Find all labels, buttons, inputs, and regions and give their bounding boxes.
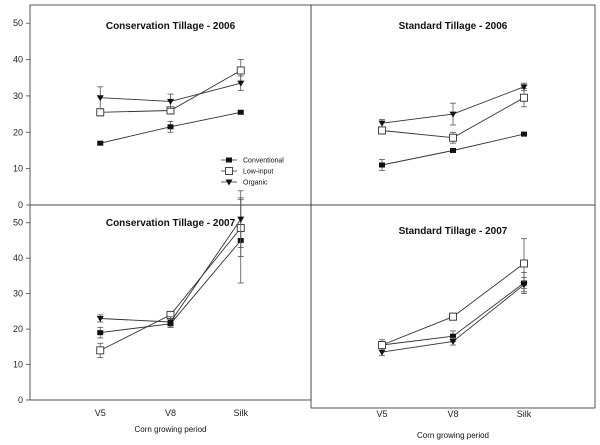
y-tick-label: 30 <box>13 91 23 101</box>
panel-1: 0 10 20 30 40 50 Conservation Tillage - 2006 Co… <box>13 4 312 210</box>
legend-label: Conventional <box>243 158 284 165</box>
y-tick-label: 50 <box>13 218 23 228</box>
x-tick-label: Silk <box>233 408 248 418</box>
marker-organic <box>225 179 233 186</box>
marker-organic <box>520 282 528 289</box>
series-low-input <box>378 238 528 349</box>
marker-organic <box>237 80 245 87</box>
legend: Conventional Low-input Organic <box>221 157 284 187</box>
series-low-input <box>378 88 528 144</box>
panel-title: Standard Tillage - 2006 <box>399 21 508 32</box>
marker-low-input <box>449 133 457 142</box>
marker-low-input <box>520 93 528 102</box>
marker-conventional <box>237 109 244 115</box>
y-tick-label: 40 <box>13 55 23 65</box>
x-axis-label: Corn growing period <box>417 431 489 440</box>
marker-organic <box>520 84 528 91</box>
series-organic <box>378 277 528 357</box>
x-tick-label: Silk <box>517 409 532 419</box>
y-tick-label: 0 <box>18 395 23 405</box>
x-tick-label: V5 <box>95 408 106 418</box>
marker-organic <box>96 315 104 322</box>
y-tick-label: 30 <box>13 289 23 299</box>
marker-conventional <box>167 124 174 130</box>
marker-organic <box>167 319 174 326</box>
legend-label: Organic <box>243 180 268 187</box>
marker-conventional <box>450 333 456 339</box>
marker-organic <box>237 216 245 223</box>
panel-frame <box>310 204 596 409</box>
y-tick-label: 40 <box>13 253 23 263</box>
marker-conventional <box>97 330 104 336</box>
marker-low-input <box>378 341 386 349</box>
x-tick-label: V8 <box>447 409 458 419</box>
series-line <box>100 227 242 351</box>
y-tick-label: 20 <box>13 324 23 334</box>
panel-4: Standard Tillage - 2007 V5 V8 Silk Corn grow… <box>310 204 596 440</box>
marker-low-input <box>236 66 245 75</box>
panel-title: Standard Tillage - 2007 <box>399 226 508 237</box>
panel-frame <box>29 204 312 401</box>
marker-conventional <box>450 147 456 153</box>
marker-low-input <box>225 167 233 175</box>
x-tick-label: V8 <box>165 408 176 418</box>
marker-conventional <box>97 140 104 146</box>
x-tick-label: V5 <box>376 409 387 419</box>
series-conventional <box>379 131 527 171</box>
marker-organic <box>449 111 457 118</box>
marker-low-input <box>449 312 457 321</box>
series-organic <box>96 190 245 328</box>
panel-3: 0 10 20 30 40 50 Conservation Tillage - 2007 V5… <box>13 190 312 434</box>
y-tick-label: 0 <box>18 200 23 210</box>
marker-organic <box>378 120 386 127</box>
series-conventional <box>97 109 244 146</box>
series-organic <box>378 82 528 128</box>
marker-conventional <box>226 157 232 163</box>
marker-low-input <box>96 346 105 355</box>
marker-organic <box>378 349 386 356</box>
y-tick-label: 50 <box>13 18 23 28</box>
legend-label: Low-input <box>243 169 273 176</box>
marker-conventional <box>379 162 385 168</box>
y-tick-label: 20 <box>13 127 23 137</box>
marker-low-input <box>520 259 528 268</box>
panel-title: Conservation Tillage - 2007 <box>106 218 236 229</box>
marker-low-input <box>96 108 105 117</box>
series-organic <box>96 75 245 110</box>
marker-organic <box>449 339 457 345</box>
y-tick-label: 10 <box>13 164 23 174</box>
y-tick-label: 10 <box>13 360 23 370</box>
series-line <box>100 218 242 323</box>
x-axis-label: Corn growing period <box>134 425 206 434</box>
marker-organic <box>96 95 104 102</box>
panel-title: Conservation Tillage - 2006 <box>106 21 236 32</box>
marker-low-input <box>378 126 386 135</box>
marker-organic <box>167 98 174 105</box>
panel-2: Standard Tillage - 2006 <box>310 4 596 206</box>
marker-conventional <box>521 131 527 137</box>
